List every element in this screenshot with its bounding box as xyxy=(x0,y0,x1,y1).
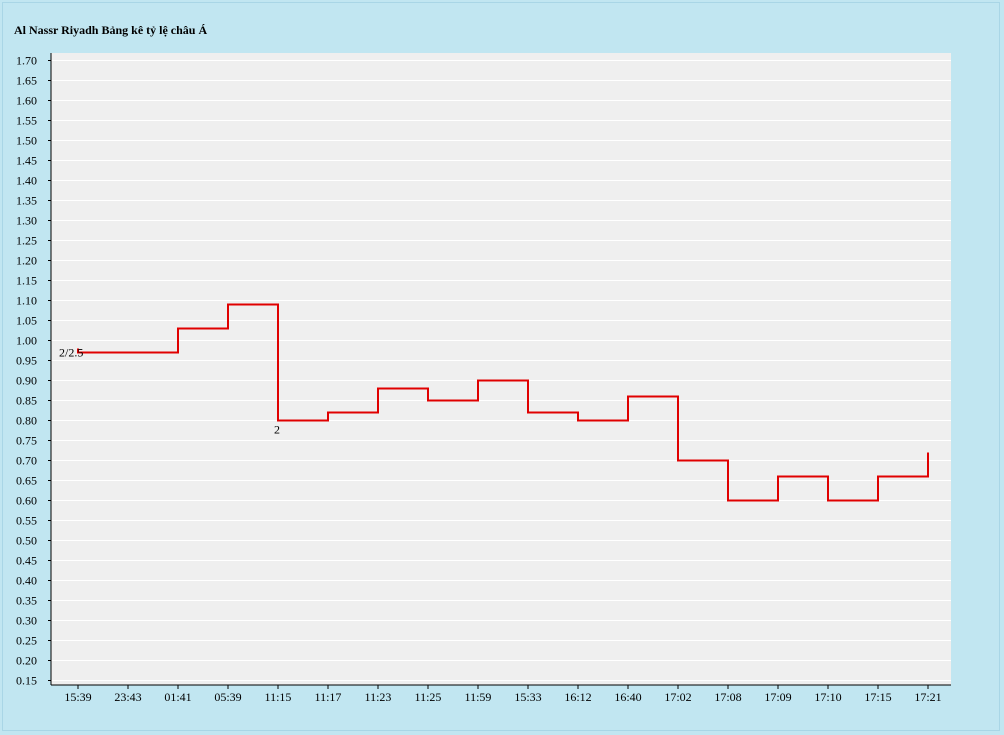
grid-lines xyxy=(51,60,951,681)
y-tick-label: 1.55 xyxy=(16,114,37,128)
x-tick-label: 01:41 xyxy=(164,690,191,704)
y-tick-label: 1.30 xyxy=(16,214,37,228)
x-tick-label: 17:21 xyxy=(914,690,941,704)
y-tick-label: 1.40 xyxy=(16,174,37,188)
y-tick-label: 0.95 xyxy=(16,354,37,368)
y-tick-label: 0.85 xyxy=(16,394,37,408)
y-tick-label: 0.20 xyxy=(16,654,37,668)
x-tick-label: 17:15 xyxy=(864,690,891,704)
axes xyxy=(50,53,951,686)
y-tick-label: 1.45 xyxy=(16,154,37,168)
x-tick-label: 11:23 xyxy=(365,690,392,704)
odds-chart: 0.15 0.20 0.25 0.30 0.35 0.40 0.45 0.50 0.55 0.60… xyxy=(16,53,951,704)
y-tick-label: 1.05 xyxy=(16,314,37,328)
chart-title: Al Nassr Riyadh Bảng kê tỷ lệ châu Á xyxy=(14,23,208,37)
x-tick-label: 11:17 xyxy=(315,690,342,704)
y-tick-label: 1.15 xyxy=(16,274,37,288)
y-tick-label: 1.70 xyxy=(16,54,37,68)
y-tick-label: 0.70 xyxy=(16,454,37,468)
x-tick-label: 11:25 xyxy=(415,690,442,704)
x-tick-label: 17:08 xyxy=(714,690,741,704)
y-tick-label: 1.10 xyxy=(16,294,37,308)
x-tick-label: 11:15 xyxy=(265,690,292,704)
x-tick-label: 11:59 xyxy=(465,690,492,704)
y-axis-ticks: 0.15 0.20 0.25 0.30 0.35 0.40 0.45 0.50 0.55 0.60… xyxy=(16,54,51,688)
x-tick-label: 17:10 xyxy=(814,690,841,704)
series-layer xyxy=(77,303,929,502)
y-tick-label: 1.20 xyxy=(16,254,37,268)
x-tick-label: 23:43 xyxy=(114,690,141,704)
y-tick-label: 0.40 xyxy=(16,574,37,588)
y-tick-label: 0.80 xyxy=(16,414,37,428)
x-tick-label: 17:09 xyxy=(764,690,791,704)
y-tick-label: 1.65 xyxy=(16,74,37,88)
y-tick-label: 1.35 xyxy=(16,194,37,208)
x-tick-label: 17:02 xyxy=(664,690,691,704)
y-tick-label: 0.15 xyxy=(16,674,37,688)
y-tick-label: 0.50 xyxy=(16,534,37,548)
y-tick-label: 0.30 xyxy=(16,614,37,628)
y-tick-label: 0.90 xyxy=(16,374,37,388)
y-tick-label: 0.60 xyxy=(16,494,37,508)
odds-step-line xyxy=(77,303,929,502)
x-tick-label: 16:12 xyxy=(564,690,591,704)
y-tick-label: 0.75 xyxy=(16,434,37,448)
y-tick-label: 1.00 xyxy=(16,334,37,348)
plot-area xyxy=(51,53,951,685)
x-tick-label: 05:39 xyxy=(214,690,241,704)
y-tick-label: 1.60 xyxy=(16,94,37,108)
y-tick-label: 0.65 xyxy=(16,474,37,488)
point-annotation: 2 xyxy=(274,423,280,437)
x-axis-ticks: 15:39 23:43 01:41 05:39 11:15 11:17 11:23 11:25… xyxy=(64,685,942,704)
y-tick-label: 1.25 xyxy=(16,234,37,248)
y-tick-label: 1.50 xyxy=(16,134,37,148)
x-tick-label: 16:40 xyxy=(614,690,641,704)
x-tick-label: 15:39 xyxy=(64,690,91,704)
y-tick-label: 0.35 xyxy=(16,594,37,608)
y-tick-label: 0.25 xyxy=(16,634,37,648)
annotations: 2/2.5 2 xyxy=(59,346,280,437)
point-annotation: 2/2.5 xyxy=(59,346,83,360)
y-tick-label: 0.45 xyxy=(16,554,37,568)
y-tick-label: 0.55 xyxy=(16,514,37,528)
x-tick-label: 15:33 xyxy=(514,690,541,704)
